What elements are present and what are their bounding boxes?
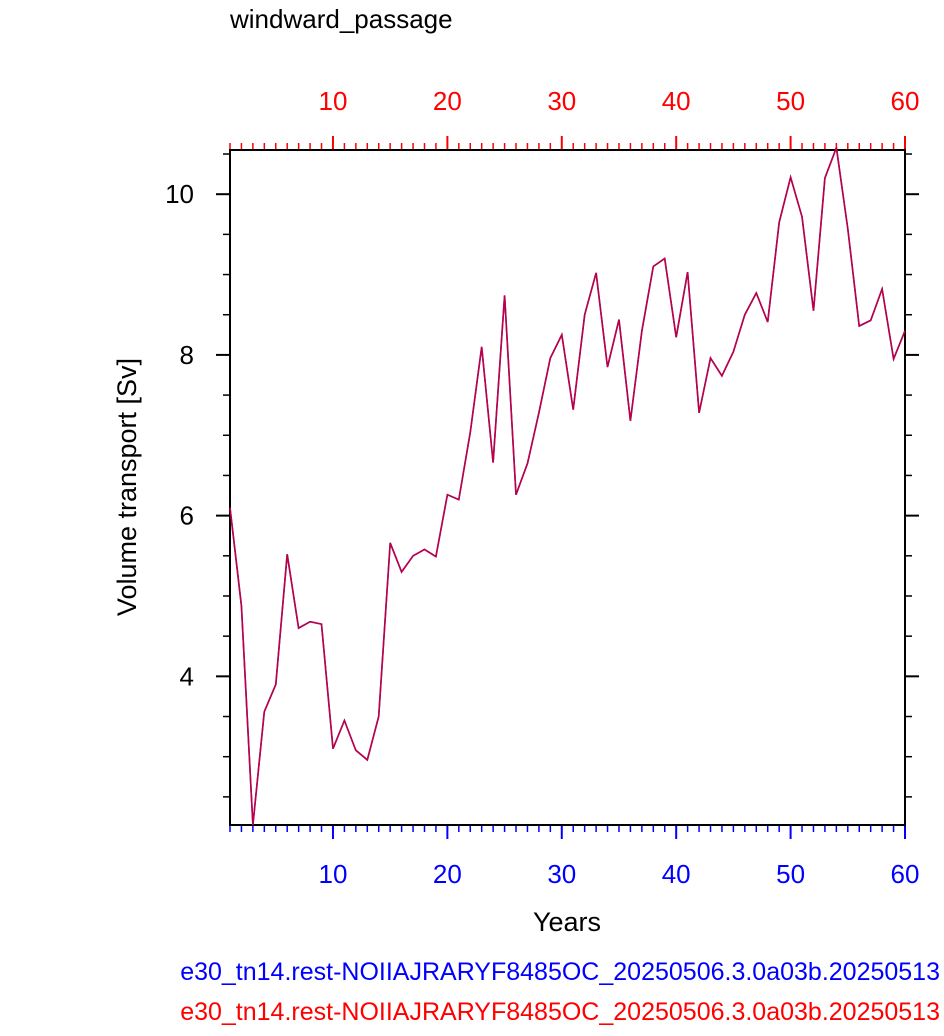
x-tick-label-top: 20 [433, 86, 462, 116]
series-line-2 [229, 147, 906, 826]
x-tick-label-bottom: 10 [319, 859, 348, 889]
x-tick-label-top: 10 [319, 86, 348, 116]
tick-label-layer: 10 20 30 40 50 60 10 20 30 40 50 60 4 6 8 10 [165, 86, 919, 889]
series-layer [229, 147, 906, 826]
tick-layer [216, 136, 919, 839]
y-tick-label: 4 [180, 661, 194, 691]
x-tick-label-bottom: 20 [433, 859, 462, 889]
x-tick-label-bottom: 30 [547, 859, 576, 889]
y-tick-label: 8 [180, 340, 194, 370]
x-tick-label-bottom: 50 [776, 859, 805, 889]
x-tick-label-bottom: 40 [662, 859, 691, 889]
legend-series-1: e30_tn14.rest-NOIIAJRARYF8485OC_20250506… [180, 958, 940, 986]
x-tick-label-top: 60 [891, 86, 920, 116]
x-tick-label-top: 50 [776, 86, 805, 116]
chart-title: windward_passage [229, 4, 453, 34]
x-axis-label: Years [533, 907, 601, 937]
y-tick-label: 6 [180, 501, 194, 531]
x-tick-label-top: 30 [547, 86, 576, 116]
plot-frame [229, 149, 906, 826]
y-tick-label: 10 [165, 179, 194, 209]
y-axis-label: Volume transport [Sv] [112, 358, 142, 616]
legend-series-2: e30_tn14.rest-NOIIAJRARYF8485OC_20250506… [180, 998, 940, 1026]
x-tick-label-top: 40 [662, 86, 691, 116]
x-tick-label-bottom: 60 [891, 859, 920, 889]
